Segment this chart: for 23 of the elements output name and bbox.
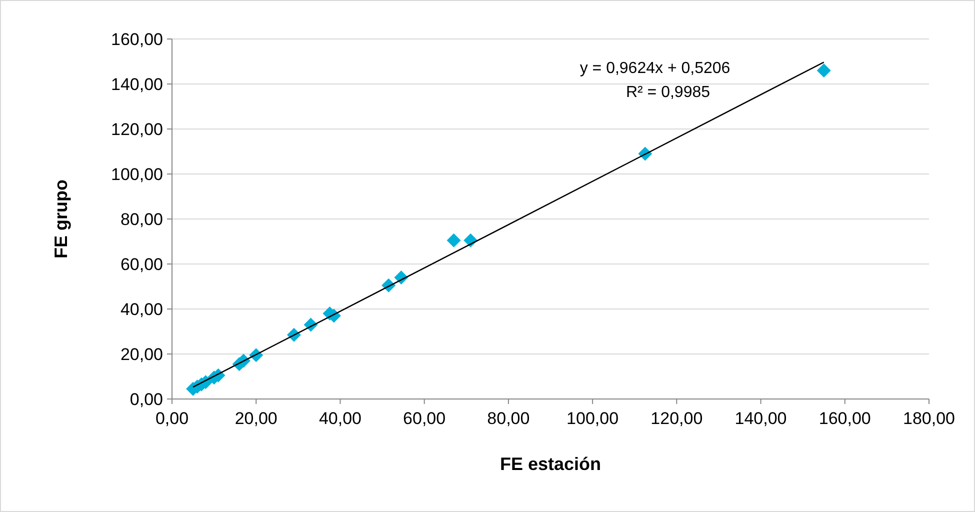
x-tick-label: 60,00	[403, 409, 446, 428]
x-tick-label: 20,00	[234, 409, 278, 428]
x-tick-label: 180,00	[903, 409, 955, 428]
y-tick-label: 60,00	[120, 254, 163, 274]
annotation: R² = 0,9985	[626, 84, 710, 101]
x-tick-label: 160,00	[818, 409, 871, 428]
y-axis-title: FE grupo	[51, 180, 71, 258]
x-tick-label: 80,00	[487, 409, 530, 428]
y-tick-label: 140,00	[111, 74, 163, 94]
y-tick-label: 0,00	[130, 390, 163, 409]
x-axis-title: FE estación	[500, 454, 602, 474]
x-tick-label: 0,00	[155, 409, 189, 428]
x-tick-label: 100,00	[566, 409, 619, 428]
x-tick-label: 40,00	[318, 409, 362, 428]
annotation: y = 0,9624x + 0,5206	[580, 60, 730, 77]
x-tick-label: 120,00	[650, 409, 703, 428]
y-tick-label: 100,00	[111, 164, 163, 184]
x-tick-label: 140,00	[734, 409, 787, 428]
y-tick-label: 20,00	[120, 344, 163, 364]
y-tick-label: 120,00	[111, 120, 163, 139]
y-tick-label: 160,00	[111, 30, 163, 49]
y-tick-label: 40,00	[120, 300, 163, 319]
y-tick-label: 80,00	[120, 210, 163, 229]
